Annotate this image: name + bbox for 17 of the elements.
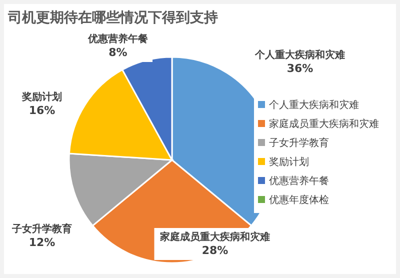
- legend-label: 个人重大疾病和灾难: [269, 99, 359, 111]
- slice-label: 子女升学教育: [11, 223, 72, 235]
- data-label: 36%: [286, 62, 314, 75]
- slice-label: 奖励计划: [21, 91, 62, 103]
- legend-label: 家庭成员重大疾病和灾难: [269, 118, 379, 130]
- legend-label: 子女升学教育: [269, 137, 329, 149]
- data-label: 28%: [202, 244, 228, 257]
- chart-title: 司机更期待在哪些情况下得到支持: [7, 10, 218, 26]
- slice-label: 家庭成员重大疾病和灾难: [159, 231, 270, 243]
- data-label: 12%: [28, 236, 56, 249]
- slice-label: 个人重大疾病和灾难: [254, 49, 345, 61]
- data-label: 16%: [28, 104, 56, 117]
- data-label: 8%: [108, 46, 128, 59]
- slice-label: 优惠营养午餐: [87, 33, 148, 45]
- legend-label: 优惠营养午餐: [269, 175, 329, 187]
- legend-label: 优惠年度体检: [269, 194, 329, 206]
- legend-label: 奖励计划: [269, 156, 309, 168]
